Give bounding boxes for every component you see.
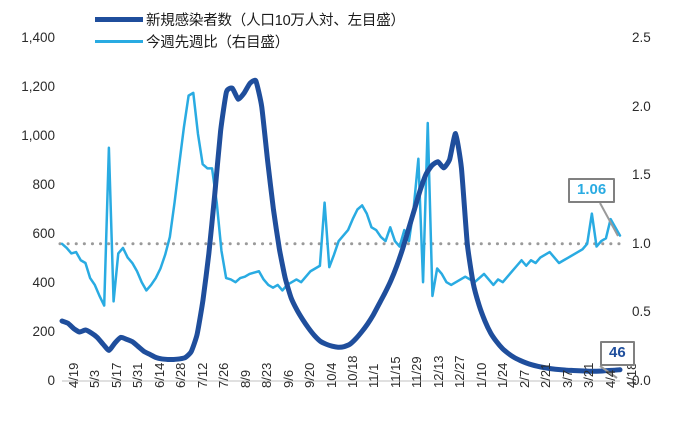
x-axis-tick: 7/26 [216,362,232,388]
x-axis-tick: 9/6 [280,369,296,388]
legend-swatch-week-over-week [95,39,143,43]
y-axis-left-tick: 0 [47,373,55,388]
y-axis-right-tick: 2.0 [632,98,651,114]
y-axis-right-tick: 0.0 [632,373,651,388]
y-axis-left-tick: 1,000 [21,128,55,143]
x-axis-tick: 12/27 [452,355,468,388]
callout-cases: 46 [600,341,635,366]
callout-ratio: 1.06 [568,178,616,203]
callout-leader-ratio [599,202,619,237]
y-axis-right-tick: 1.5 [632,167,651,183]
y-axis-left-tick: 1,400 [21,30,55,45]
x-axis-tick: 11/29 [409,356,425,388]
legend-item-new-cases: 新規感染者数（人口10万人対、左目盛） [95,8,405,30]
y-axis-right-tick: 1.0 [632,235,651,251]
x-axis-tick: 11/1 [366,363,382,388]
series-line-new-cases [59,77,623,374]
legend-label-week-over-week: 今週先週比（右目盛） [146,34,289,51]
x-axis-tick: 10/18 [345,355,360,388]
callout-leader-cases [599,365,618,379]
y-axis-left-tick: 1,200 [21,79,55,94]
y-axis-right-tick: 2.5 [632,30,651,45]
y-axis-left-tick: 400 [32,275,55,290]
x-axis-tick: 12/13 [430,355,446,388]
x-axis-tick: 3/21 [581,362,597,388]
x-axis-tick: 4/4 [602,369,618,388]
x-axis-tick: 2/21 [538,362,554,388]
x-axis-tick: 11/15 [387,356,403,388]
x-axis-tick: 5/17 [108,362,124,388]
chart-legend: 新規感染者数（人口10万人対、左目盛） 今週先週比（右目盛） [95,8,405,52]
x-axis-tick: 7/12 [194,362,210,388]
x-axis-tick: 1/24 [495,362,511,388]
y-axis-left-tick: 600 [32,226,55,241]
x-axis-tick: 5/31 [130,362,146,388]
x-axis-tick: 6/14 [151,362,167,388]
series-line-week-over-week [60,91,622,307]
y-axis-left-tick: 800 [32,177,55,192]
x-axis-tick: 8/9 [237,369,253,388]
x-axis-tick: 9/20 [302,362,318,388]
legend-item-week-over-week: 今週先週比（右目盛） [95,30,405,52]
x-axis-tick: 10/4 [323,362,339,388]
x-axis-tick: 4/18 [624,362,639,388]
x-axis-tick: 4/19 [66,362,81,388]
x-axis-tick: 1/10 [473,362,489,388]
x-axis-tick: 6/28 [173,362,189,388]
legend-swatch-new-cases [95,16,143,22]
x-axis-tick: 3/7 [559,369,575,388]
x-axis-tick: 2/7 [516,369,532,388]
x-axis-tick: 5/3 [87,369,103,388]
y-axis-left-tick: 200 [32,324,55,339]
x-axis-tick: 8/23 [259,362,275,388]
legend-label-new-cases: 新規感染者数（人口10万人対、左目盛） [146,12,405,29]
y-axis-right-tick: 0.5 [632,304,651,320]
